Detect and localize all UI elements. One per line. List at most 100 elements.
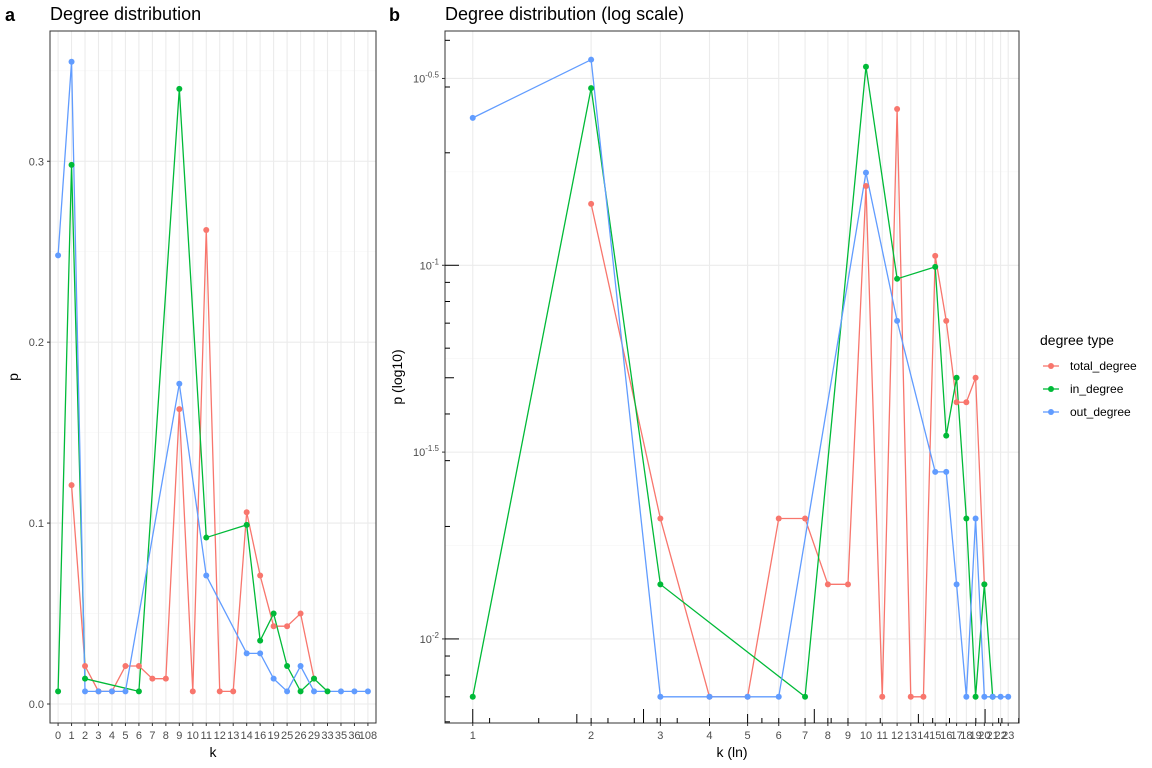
data-point-out_degree: [997, 693, 1004, 700]
data-point-in_degree: [657, 581, 664, 588]
x-tick-label: 11: [877, 730, 888, 742]
data-point-in_degree: [469, 693, 476, 700]
panel-b-xlabel: k (ln): [716, 744, 747, 760]
panel-b: b Degree distribution (log scale) 10-2 10…: [389, 4, 1020, 760]
legend: degree type total_degree in_degree out_deg…: [1040, 332, 1137, 419]
legend-item-out_degree: out_degree: [1043, 405, 1131, 419]
data-point-out_degree: [972, 515, 979, 522]
data-point-total_degree: [243, 509, 250, 516]
x-tick-label: 3: [95, 730, 101, 742]
data-point-in_degree: [203, 534, 210, 541]
data-point-in_degree: [972, 693, 979, 700]
x-tick-label: 11: [201, 730, 212, 742]
panel-b-grid: [445, 31, 1019, 723]
x-tick-label: 17: [950, 730, 962, 742]
data-point-total_degree: [270, 623, 277, 630]
data-point-total_degree: [149, 675, 156, 682]
x-tick-label: 16: [254, 730, 266, 742]
legend-item-total_degree: total_degree: [1043, 359, 1137, 373]
x-tick-label: 13: [227, 730, 239, 742]
data-point-out_degree: [95, 688, 102, 695]
data-point-total_degree: [162, 675, 169, 682]
panel-a-tag: a: [5, 5, 16, 25]
data-point-total_degree: [68, 482, 75, 489]
panel-b-axes: 10-210-1.510-110-0.51 2 3 4 5 6 7 8 9 10 11 12 13 14 1…: [413, 39, 1020, 742]
legend-item-label: out_degree: [1070, 405, 1131, 419]
data-point-in_degree: [68, 161, 75, 168]
x-tick-label: 12: [214, 730, 226, 742]
data-point-out_degree: [270, 675, 277, 682]
data-point-total_degree: [862, 182, 869, 189]
data-point-out_degree: [963, 693, 970, 700]
data-point-in_degree: [943, 432, 950, 439]
data-point-in_degree: [284, 663, 291, 670]
data-point-total_degree: [802, 515, 809, 522]
data-point-in_degree: [324, 688, 331, 695]
x-tick-label: 18: [960, 730, 972, 742]
x-tick-label: 0: [55, 730, 61, 742]
data-point-total_degree: [230, 688, 237, 695]
panel-a: a Degree distribution 0.00.10.20.30 1 2 3 4 5…: [5, 4, 377, 760]
data-point-total_degree: [775, 515, 782, 522]
data-point-total_degree: [943, 317, 950, 324]
data-point-out_degree: [364, 688, 371, 695]
y-tick-label: 10-1: [420, 257, 440, 272]
x-tick-label: 25: [281, 730, 293, 742]
data-point-total_degree: [284, 623, 291, 630]
data-point-out_degree: [744, 693, 751, 700]
data-point-out_degree: [351, 688, 358, 695]
data-point-out_degree: [862, 169, 869, 176]
legend-title: degree type: [1040, 332, 1114, 348]
x-tick-label: 5: [745, 730, 751, 742]
data-point-in_degree: [588, 85, 595, 92]
x-tick-label: 8: [163, 730, 169, 742]
legend-items: total_degree in_degree out_degree: [1043, 359, 1137, 419]
x-tick-label: 10: [860, 730, 872, 742]
data-point-total_degree: [824, 581, 831, 588]
x-tick-label: 6: [136, 730, 142, 742]
y-tick-label: 0.0: [29, 699, 44, 711]
data-point-total_degree: [920, 693, 927, 700]
data-point-total_degree: [844, 581, 851, 588]
x-tick-label: 9: [845, 730, 851, 742]
legend-key-point: [1048, 386, 1054, 392]
x-tick-label: 5: [122, 730, 128, 742]
data-point-out_degree: [981, 693, 988, 700]
data-point-total_degree: [82, 663, 89, 670]
x-tick-label: 20: [978, 730, 990, 742]
data-point-out_degree: [588, 56, 595, 63]
x-tick-label: 35: [335, 730, 347, 742]
y-tick-label: 0.3: [29, 156, 44, 168]
legend-key-point: [1048, 409, 1054, 415]
legend-item-in_degree: in_degree: [1043, 382, 1124, 396]
series-line-out_degree: [57, 61, 368, 693]
data-point-out_degree: [55, 252, 62, 259]
data-point-out_degree: [257, 650, 264, 657]
data-point-total_degree: [953, 399, 960, 406]
data-point-out_degree: [243, 650, 250, 657]
x-tick-label: 9: [176, 730, 182, 742]
data-point-total_degree: [932, 252, 939, 259]
panel-a-axes: 0.00.10.20.30 1 2 3 4 5 6 7 8 9 10 11 12 13 14 16 19 25 26…: [29, 156, 377, 742]
x-tick-label: 26: [294, 730, 306, 742]
data-point-out_degree: [953, 581, 960, 588]
data-point-out_degree: [775, 693, 782, 700]
x-tick-label: 15: [929, 730, 941, 742]
x-tick-label: 1: [68, 730, 74, 742]
x-tick-label: 4: [706, 730, 712, 742]
data-point-in_degree: [963, 515, 970, 522]
x-tick-label: 23: [1002, 730, 1014, 742]
data-point-out_degree: [337, 688, 344, 695]
data-point-out_degree: [284, 688, 291, 695]
data-point-in_degree: [176, 85, 183, 92]
x-tick-label: 12: [891, 730, 903, 742]
x-tick-label: 33: [321, 730, 333, 742]
panel-b-points: [469, 56, 1012, 700]
y-tick-label: 10-2: [420, 631, 440, 646]
x-tick-label: 36: [348, 730, 360, 742]
y-tick-label: 10-1.5: [413, 444, 440, 459]
data-point-in_degree: [311, 675, 318, 682]
x-tick-label: 7: [149, 730, 155, 742]
data-point-out_degree: [943, 468, 950, 475]
